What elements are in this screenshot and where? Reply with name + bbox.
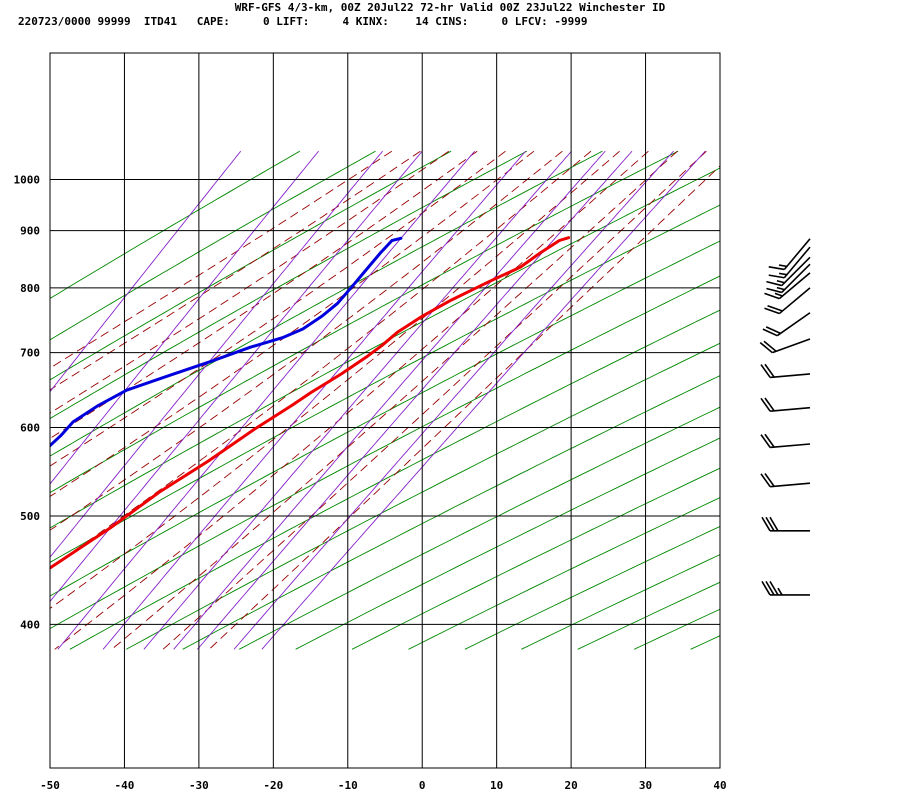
- mixing-ratio-line: [173, 150, 606, 650]
- dry-adiabat: [50, 150, 679, 494]
- x-tick-labels: -50 -40 -30 -20 -10 0 10 20 30 40: [40, 779, 727, 792]
- x-tick-label: -10: [338, 779, 358, 792]
- wind-barbs: [759, 238, 811, 596]
- wind-barb: [760, 363, 811, 379]
- sounding-profiles: [50, 236, 571, 570]
- dry-adiabat: [50, 150, 301, 299]
- moist-adiabat: [50, 150, 421, 391]
- wind-barb: [761, 516, 810, 532]
- moist-adiabat: [111, 150, 678, 650]
- mixing-ratio-line: [50, 150, 319, 485]
- x-tick-label: 40: [713, 779, 726, 792]
- dry-adiabat: [690, 635, 720, 650]
- y-tick-label: 800: [20, 282, 40, 295]
- dry-adiabat: [295, 437, 720, 650]
- moist-adiabat: [50, 150, 563, 531]
- dry-adiabat: [408, 497, 720, 650]
- mixing-ratio-line: [57, 150, 476, 650]
- moist-adiabat: [50, 150, 592, 569]
- mixing-ratio-line: [261, 150, 706, 650]
- wind-barb: [768, 246, 811, 279]
- moist-adiabat: [54, 150, 649, 650]
- dry-adiabat: [50, 150, 376, 341]
- wind-barb: [760, 433, 811, 449]
- wind-barb: [764, 287, 811, 315]
- moist-adiabat: [50, 150, 535, 497]
- dry-adiabat: [69, 309, 720, 650]
- dry-adiabat: [126, 342, 720, 650]
- y-tick-label: 900: [20, 225, 40, 238]
- thermo-background-lines: [50, 150, 900, 650]
- wind-barb: [761, 580, 810, 596]
- dry-adiabat: [577, 581, 720, 650]
- mixing-ratio-line: [197, 150, 633, 650]
- dry-adiabat: [50, 150, 452, 381]
- dry-adiabat: [50, 240, 720, 597]
- y-tick-label: 400: [20, 618, 40, 631]
- dry-adiabat: [464, 525, 720, 650]
- wind-barb: [766, 263, 811, 294]
- y-tick-label: 500: [20, 510, 40, 523]
- dry-adiabat: [521, 554, 720, 650]
- dry-adiabat: [50, 275, 720, 630]
- y-tick-label: 700: [20, 347, 40, 360]
- moist-adiabat: [50, 150, 450, 414]
- moist-adiabat: [50, 150, 620, 609]
- dry-adiabat: [182, 375, 720, 650]
- x-tick-label: 10: [490, 779, 503, 792]
- x-tick-label: -30: [189, 779, 209, 792]
- moist-adiabat: [162, 150, 707, 650]
- x-tick-label: 0: [419, 779, 426, 792]
- mixing-ratio-line: [143, 150, 572, 650]
- wind-barb: [760, 397, 811, 412]
- moist-adiabat: [50, 150, 393, 369]
- mixing-ratio-line: [102, 150, 526, 650]
- dry-adiabat: [50, 204, 720, 563]
- moist-adiabat: [50, 150, 506, 467]
- wind-barb: [766, 256, 811, 287]
- wind-barb: [764, 272, 811, 300]
- dry-adiabat: [50, 150, 603, 457]
- mixing-ratio-line: [50, 150, 423, 603]
- dry-adiabat: [238, 406, 720, 650]
- x-tick-label: -40: [115, 779, 135, 792]
- dry-adiabat: [50, 167, 720, 529]
- sounding-indices: 220723/0000 99999 ITD41 CAPE: 0 LIFT: 4 …: [18, 15, 588, 28]
- x-tick-label: 30: [639, 779, 652, 792]
- wind-barb: [768, 238, 811, 271]
- mixing-ratio-line: [50, 150, 383, 558]
- x-tick-label: -50: [40, 779, 60, 792]
- dry-adiabat: [804, 151, 900, 649]
- plot-frame: [49, 52, 721, 769]
- y-tick-label: 1000: [14, 174, 41, 187]
- y-tick-labels: 400 500 600 700 800 900 1000: [14, 174, 41, 632]
- wind-barb: [760, 473, 811, 488]
- moist-adiabat: [50, 150, 478, 439]
- y-tick-label: 600: [20, 422, 40, 435]
- dewpoint-profile: [50, 236, 403, 448]
- mixing-ratio-line: [50, 150, 242, 393]
- pressure-isotherm-grid: [49, 53, 721, 768]
- sounding-title: WRF-GFS 4/3-km, 00Z 20Jul22 72-hr Valid …: [234, 1, 666, 14]
- mixing-ratio-line: [233, 150, 674, 650]
- wind-barb: [759, 338, 811, 354]
- x-tick-label: 20: [564, 779, 577, 792]
- x-tick-label: -20: [263, 779, 283, 792]
- dry-adiabat: [50, 150, 528, 420]
- dry-adiabat: [351, 467, 720, 650]
- temperature-profile: [50, 236, 571, 570]
- dry-adiabat: [747, 151, 900, 649]
- wind-barb: [762, 312, 811, 337]
